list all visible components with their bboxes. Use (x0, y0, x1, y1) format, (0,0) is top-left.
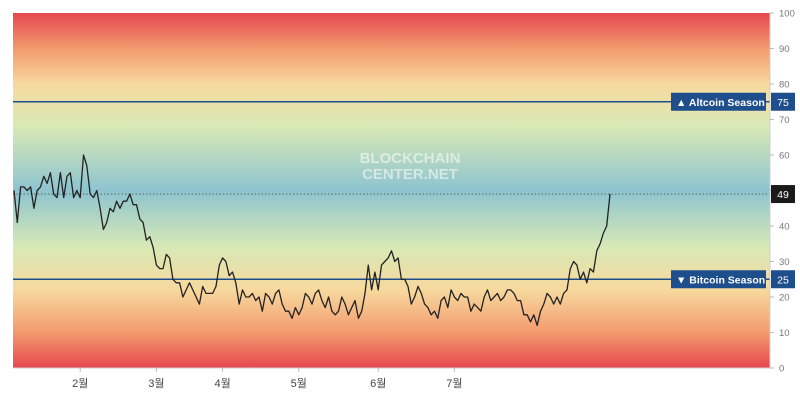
plot-background (13, 13, 770, 368)
reference-lines (13, 101, 770, 280)
y-tick-label: 70 (779, 115, 790, 126)
current-value-label: 49 (777, 189, 789, 201)
current-value-box (771, 185, 795, 204)
reference-value-0: 75 (777, 97, 789, 109)
x-tick-label: 5월 (291, 377, 307, 390)
x-tick-label: 7월 (446, 377, 462, 390)
y-tick-label: 20 (779, 293, 790, 304)
y-tick-label: 60 (779, 151, 790, 162)
reference-label-box-0 (671, 92, 766, 111)
series-line-0 (13, 154, 611, 327)
series-group (13, 154, 611, 327)
value-labels: ▲ Altcoin Season 75 ▼ Bitcoin Season 25 49 (671, 92, 795, 289)
x-axis: 2월 3월 4월 5월 6월 7월 (72, 368, 463, 390)
x-tick-label: 4월 (214, 377, 230, 390)
reference-label-box-1 (671, 270, 766, 289)
y-tick-label: 30 (779, 257, 790, 268)
y-tick-label: 0 (779, 364, 784, 375)
watermark-line-1: CENTER.NET (362, 166, 458, 183)
y-tick-label: 100 (779, 9, 795, 20)
x-tick-label: 3월 (148, 377, 164, 390)
x-tick-label: 6월 (370, 377, 386, 390)
reference-label-0: ▲ Altcoin Season (676, 97, 765, 109)
y-tick-label: 40 (779, 222, 790, 233)
watermark-line-0: BLOCKCHAIN (360, 150, 461, 167)
x-tick-label: 2월 (72, 377, 88, 390)
reference-value-1: 25 (777, 274, 789, 286)
y-tick-label: 90 (779, 44, 790, 55)
reference-value-box-1 (771, 270, 795, 289)
y-tick-label: 10 (779, 328, 790, 339)
reference-label-1: ▼ Bitcoin Season (676, 274, 765, 286)
reference-value-box-0 (771, 92, 795, 111)
y-tick-label: 80 (779, 80, 790, 91)
